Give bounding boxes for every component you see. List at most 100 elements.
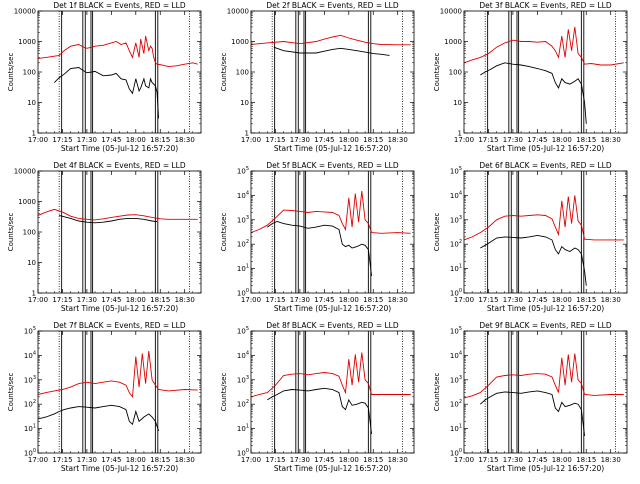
x-tick-label: 17:30 (290, 296, 310, 304)
x-tick-label: 18:15 (150, 296, 170, 304)
x-tick-label: 17:45 (101, 296, 121, 304)
x-tick-label: 18:15 (363, 296, 383, 304)
x-tick-label: 17:00 (454, 136, 474, 144)
x-axis-label: Start Time (05-Jul-12 16:57:20) (274, 304, 391, 313)
y-tick-label: 102 (237, 399, 249, 409)
y-axis-label: Counts/sec (7, 373, 15, 412)
plot-frame (463, 10, 628, 134)
y-tick-label: 100 (450, 448, 462, 458)
detector-panel-4: Det 4f BLACK = Events, RED = LLD 1 10 100 10… (0, 160, 213, 320)
x-tick-label: 17:15 (478, 136, 498, 144)
y-tick-label: 103 (237, 375, 249, 385)
y-tick-label: 10 (27, 259, 36, 267)
y-tick-label: 1 (458, 130, 462, 138)
y-axis-label: Counts/sec (220, 53, 228, 92)
detector-panel-5: Det 5f BLACK = Events, RED = LLD 100 101 10… (213, 160, 426, 320)
y-tick-label: 104 (24, 350, 36, 360)
y-tick-label: 104 (450, 190, 462, 200)
series-events-line (267, 221, 373, 276)
y-tick-label: 10000 (14, 168, 36, 176)
x-tick-label: 18:00 (552, 456, 572, 464)
x-axis-label: Start Time (05-Jul-12 16:57:20) (487, 464, 604, 473)
series-lld-line (38, 36, 198, 68)
y-tick-label: 101 (450, 424, 462, 434)
x-tick-label: 17:15 (52, 296, 72, 304)
y-tick-label: 103 (24, 375, 36, 385)
x-tick-label: 17:30 (77, 136, 97, 144)
panel-title: Det 7f BLACK = Events, RED = LLD (53, 321, 186, 330)
panel-5-svg: Det 5f BLACK = Events, RED = LLD 100 101 10… (220, 161, 415, 313)
y-axis-label: Counts/sec (7, 213, 15, 252)
y-tick-label: 1000 (18, 38, 36, 46)
panel-title: Det 2f BLACK = Events, RED = LLD (266, 1, 399, 10)
y-tick-label: 1000 (18, 198, 36, 206)
series-events-line (267, 387, 373, 435)
y-tick-label: 100 (24, 448, 36, 458)
detector-panel-8: Det 8f BLACK = Events, RED = LLD 100 101 10… (213, 320, 426, 480)
series-lld-line (38, 351, 198, 399)
y-tick-label: 10 (453, 99, 462, 107)
y-tick-label: 10000 (14, 8, 36, 16)
y-axis-label: Counts/sec (433, 213, 441, 252)
series-lld-line (464, 353, 624, 399)
panel-title: Det 6f BLACK = Events, RED = LLD (479, 161, 612, 170)
detector-panel-2: Det 2f BLACK = Events, RED = LLD 1 10 100 10… (213, 0, 426, 160)
x-tick-label: 17:45 (101, 136, 121, 144)
x-tick-label: 17:15 (52, 456, 72, 464)
y-tick-label: 10 (240, 99, 249, 107)
series-events-line (480, 62, 587, 124)
x-tick-label: 18:00 (552, 136, 572, 144)
series-events-line (53, 67, 160, 119)
series-lld-line (251, 352, 411, 398)
x-tick-label: 18:15 (576, 296, 596, 304)
y-axis-label: Counts/sec (433, 373, 441, 412)
y-tick-label: 100 (23, 229, 36, 237)
x-tick-label: 18:00 (339, 296, 359, 304)
x-tick-label: 17:45 (314, 296, 334, 304)
series-events-line (273, 46, 390, 56)
y-tick-label: 105 (237, 326, 249, 336)
y-tick-label: 103 (450, 215, 462, 225)
x-tick-label: 17:00 (28, 136, 48, 144)
x-tick-label: 17:45 (527, 136, 547, 144)
y-tick-label: 102 (237, 239, 249, 249)
x-tick-label: 18:00 (552, 296, 572, 304)
y-tick-label: 104 (237, 190, 249, 200)
y-tick-label: 104 (237, 350, 249, 360)
panel-8-svg: Det 8f BLACK = Events, RED = LLD 100 101 10… (220, 321, 415, 473)
x-tick-label: 17:00 (241, 136, 261, 144)
y-axis-label: Counts/sec (433, 53, 441, 92)
plot-frame (37, 10, 202, 134)
y-tick-label: 1 (245, 130, 249, 138)
x-tick-label: 17:30 (77, 456, 97, 464)
x-tick-label: 17:00 (454, 456, 474, 464)
y-axis-label: Counts/sec (220, 373, 228, 412)
y-tick-label: 1000 (444, 38, 462, 46)
x-tick-label: 17:00 (28, 456, 48, 464)
y-tick-label: 102 (450, 239, 462, 249)
series-lld-line (38, 208, 198, 221)
y-tick-label: 105 (237, 166, 249, 176)
detector-panel-7: Det 7f BLACK = Events, RED = LLD 100 101 10… (0, 320, 213, 480)
x-axis-label: Start Time (05-Jul-12 16:57:20) (274, 144, 391, 153)
y-tick-label: 101 (237, 264, 249, 274)
x-tick-label: 17:15 (265, 456, 285, 464)
panel-4-svg: Det 4f BLACK = Events, RED = LLD 1 10 100 10… (7, 161, 202, 313)
plot-frame (250, 330, 415, 454)
series-events-line (480, 390, 586, 436)
y-tick-label: 105 (450, 326, 462, 336)
x-tick-label: 18:30 (388, 456, 408, 464)
x-tick-label: 18:15 (576, 456, 596, 464)
y-tick-label: 104 (450, 350, 462, 360)
detector-panel-1: Det 1f BLACK = Events, RED = LLD 1 10 100 10… (0, 0, 213, 160)
x-tick-label: 17:00 (241, 296, 261, 304)
series-lld-line (464, 195, 624, 241)
x-tick-label: 18:15 (363, 456, 383, 464)
panel-7-svg: Det 7f BLACK = Events, RED = LLD 100 101 10… (7, 321, 202, 473)
panel-2-svg: Det 2f BLACK = Events, RED = LLD 1 10 100 10… (220, 1, 415, 153)
y-tick-label: 100 (23, 69, 36, 77)
y-tick-label: 10000 (440, 8, 462, 16)
y-tick-label: 102 (24, 399, 36, 409)
x-tick-label: 17:30 (290, 136, 310, 144)
y-axis-label: Counts/sec (220, 213, 228, 252)
